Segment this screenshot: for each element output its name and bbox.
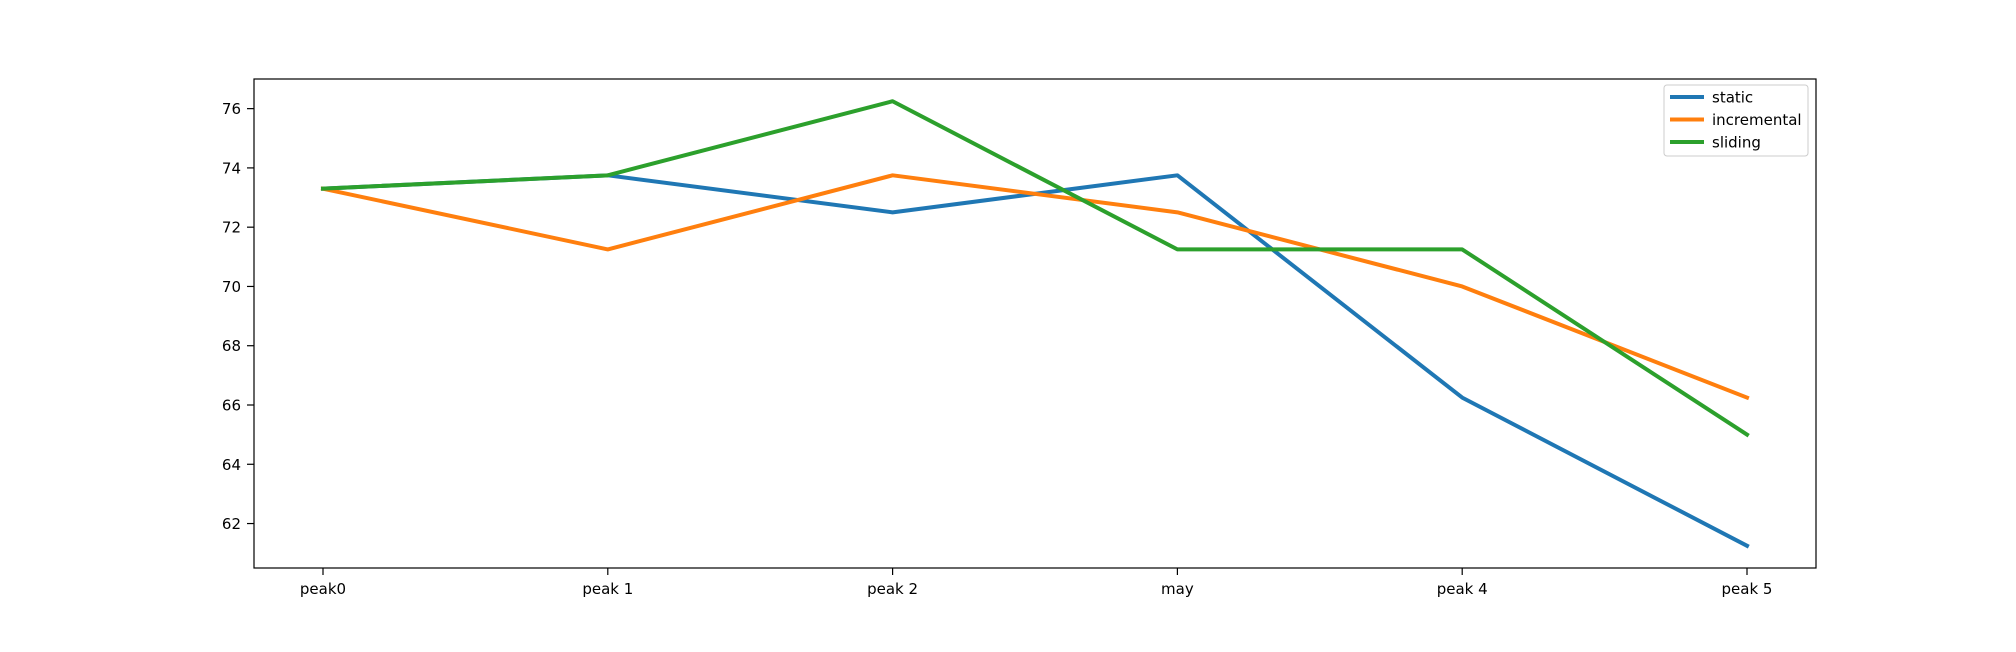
y-tick-label: 68 [222,337,241,355]
plot-area [320,99,1750,549]
x-tick-label: peak 1 [582,580,633,598]
x-tick-label: peak 2 [867,580,918,598]
y-tick-label: 64 [222,456,241,474]
legend-box [1663,84,1809,157]
axes: 62 64 66 68 70 72 74 76 peak0 peak 1 peak 2 may peak… [222,78,1817,598]
legend: static incremental sliding [1663,84,1809,157]
y-tick-label: 62 [222,515,241,533]
y-tick-label: 70 [222,278,241,296]
series-line-sliding [320,99,1750,438]
x-tick-label: peak0 [300,580,346,598]
y-tick-label: 76 [222,100,241,118]
x-tick-label: peak 4 [1437,580,1488,598]
legend-label-static: static [1712,89,1753,107]
axes-frame [253,78,1817,569]
x-tick-label: may [1161,580,1194,598]
series-line-static [320,173,1750,549]
y-tick-label: 72 [222,219,241,237]
series-line-incremental [320,173,1750,401]
legend-label-sliding: sliding [1712,134,1761,152]
y-tick-label: 74 [222,159,241,177]
legend-label-incremental: incremental [1712,111,1802,129]
x-tick-label: peak 5 [1722,580,1773,598]
y-tick-label: 66 [222,397,241,415]
